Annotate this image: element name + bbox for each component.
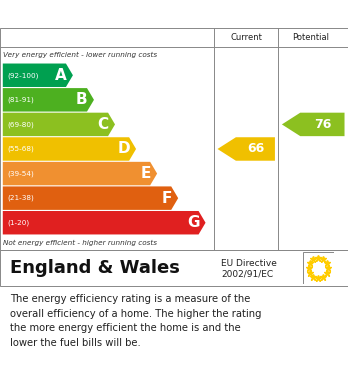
Text: (55-68): (55-68): [7, 146, 34, 152]
Text: (69-80): (69-80): [7, 121, 34, 127]
Text: 2002/91/EC: 2002/91/EC: [221, 270, 273, 279]
Text: The energy efficiency rating is a measure of the
overall efficiency of a home. T: The energy efficiency rating is a measur…: [10, 294, 262, 348]
Polygon shape: [3, 88, 94, 111]
Text: F: F: [161, 191, 172, 206]
Text: Energy Efficiency Rating: Energy Efficiency Rating: [10, 7, 202, 21]
Text: 66: 66: [247, 142, 264, 156]
Polygon shape: [218, 137, 275, 161]
Bar: [303, 252, 334, 283]
Text: A: A: [55, 68, 66, 83]
Text: 76: 76: [314, 118, 331, 131]
Polygon shape: [3, 113, 115, 136]
Text: C: C: [98, 117, 109, 132]
Text: B: B: [76, 92, 88, 108]
Text: EU Directive: EU Directive: [221, 259, 277, 268]
Text: (39-54): (39-54): [7, 170, 34, 177]
Polygon shape: [3, 137, 136, 161]
Text: Current: Current: [230, 33, 262, 42]
Polygon shape: [3, 187, 178, 210]
Polygon shape: [3, 162, 157, 185]
Polygon shape: [3, 211, 206, 235]
Text: G: G: [187, 215, 199, 230]
Text: England & Wales: England & Wales: [10, 259, 180, 277]
Polygon shape: [282, 113, 345, 136]
Text: (92-100): (92-100): [7, 72, 38, 79]
Text: (1-20): (1-20): [7, 219, 29, 226]
Text: Very energy efficient - lower running costs: Very energy efficient - lower running co…: [3, 52, 158, 58]
Text: D: D: [117, 142, 130, 156]
Text: Not energy efficient - higher running costs: Not energy efficient - higher running co…: [3, 240, 158, 246]
Text: (21-38): (21-38): [7, 195, 34, 201]
Polygon shape: [3, 63, 73, 87]
Text: (81-91): (81-91): [7, 97, 34, 103]
Text: Potential: Potential: [292, 33, 329, 42]
Text: E: E: [141, 166, 151, 181]
